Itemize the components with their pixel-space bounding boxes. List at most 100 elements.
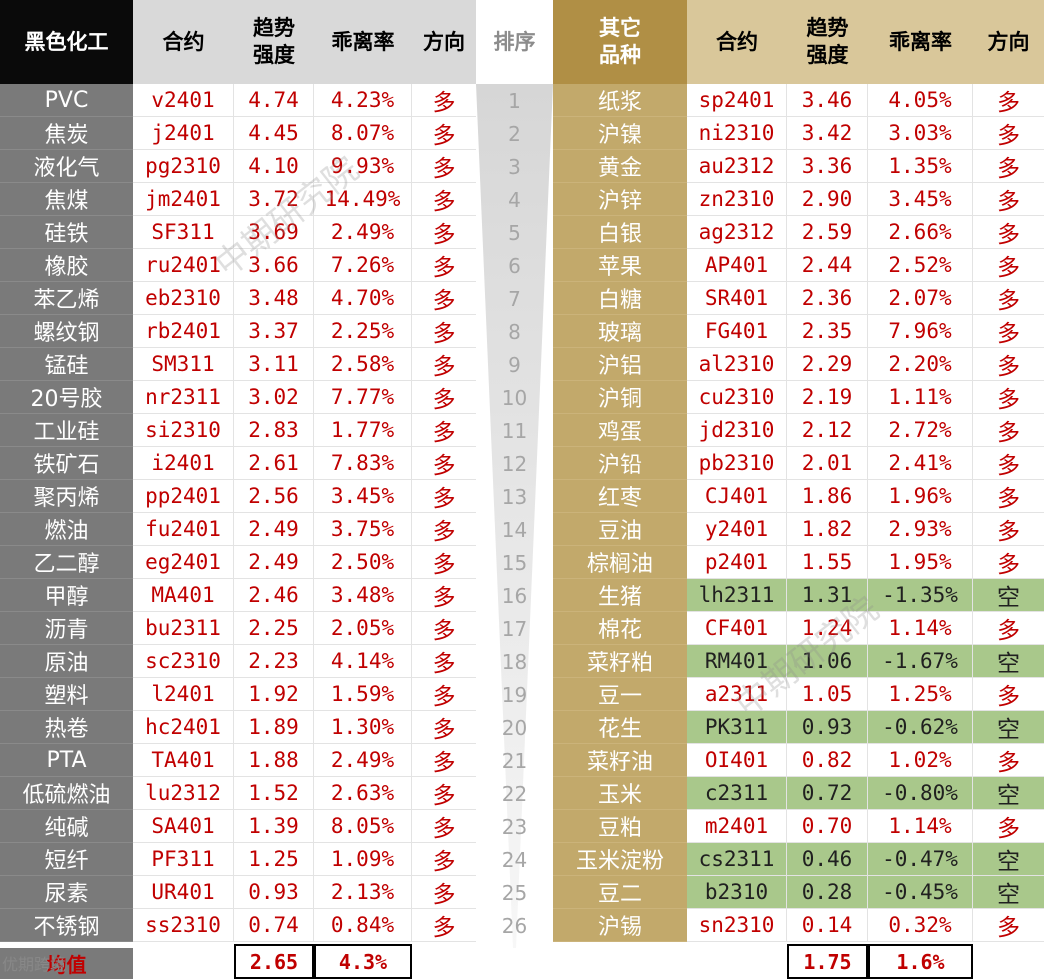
left-category-cell: 不锈钢 (0, 909, 133, 942)
table-row: 沥青 bu2311 2.25 2.05% 多 17 棉花 CF401 1.24 1.14% 多 (0, 612, 1044, 645)
left-direction-cell: 多 (412, 744, 476, 777)
left-contract-cell: pg2310 (133, 150, 234, 183)
right-direction-cell: 空 (973, 876, 1044, 909)
left-trend-cell: 3.11 (234, 348, 314, 381)
left-trend-cell: 4.10 (234, 150, 314, 183)
right-deviation-cell: 7.96% (868, 315, 973, 348)
right-deviation-cell: 2.93% (868, 513, 973, 546)
left-direction-cell: 多 (412, 546, 476, 579)
left-contract-cell: v2401 (133, 84, 234, 117)
left-deviation-cell: 1.59% (314, 678, 412, 711)
left-direction-cell: 多 (412, 612, 476, 645)
right-category-cell: 黄金 (553, 150, 687, 183)
right-direction-cell: 多 (973, 117, 1044, 150)
right-direction-cell: 多 (973, 447, 1044, 480)
rank-header: 排序 (476, 0, 553, 84)
rank-cell: 25 (501, 880, 528, 905)
left-trend-cell: 0.74 (234, 909, 314, 942)
rank-cell: 24 (501, 847, 528, 872)
right-trend-cell: 0.82 (787, 744, 868, 777)
right-category-header: 其它 品种 (553, 0, 687, 84)
left-contract-cell: sc2310 (133, 645, 234, 678)
rank-cell: 8 (508, 319, 521, 344)
left-trend-cell: 2.25 (234, 612, 314, 645)
table-row: 工业硅 si2310 2.83 1.77% 多 11 鸡蛋 jd2310 2.12 2.72% 多 (0, 414, 1044, 447)
table-row: 低硫燃油 lu2312 1.52 2.63% 多 22 玉米 c2311 0.72 -0.80% 空 (0, 777, 1044, 810)
left-direction-cell: 多 (412, 183, 476, 216)
left-category-cell: 铁矿石 (0, 447, 133, 480)
right-contract-cell: FG401 (687, 315, 787, 348)
left-deviation-cell: 1.77% (314, 414, 412, 447)
left-deviation-cell: 4.14% (314, 645, 412, 678)
right-trend-cell: 3.36 (787, 150, 868, 183)
left-category-cell: 燃油 (0, 513, 133, 546)
left-category-cell: 焦炭 (0, 117, 133, 150)
left-direction-cell: 多 (412, 282, 476, 315)
left-category-cell: PVC (0, 84, 133, 117)
left-category-cell: 聚丙烯 (0, 480, 133, 513)
rank-cell: 18 (501, 649, 528, 674)
left-category-cell: 苯乙烯 (0, 282, 133, 315)
left-contract-cell: pp2401 (133, 480, 234, 513)
right-trend-cell: 0.93 (787, 711, 868, 744)
left-direction-cell: 多 (412, 249, 476, 282)
right-category-cell: 白银 (553, 216, 687, 249)
right-deviation-cell: -0.47% (868, 843, 973, 876)
left-contract-cell: SF311 (133, 216, 234, 249)
wechat-source-mark: 优期跨境 (2, 955, 67, 974)
left-category-cell: 甲醇 (0, 579, 133, 612)
table-row: 苯乙烯 eb2310 3.48 4.70% 多 7 白糖 SR401 2.36 2.07% 多 (0, 282, 1044, 315)
right-category-cell: 棉花 (553, 612, 687, 645)
right-category-cell: 白糖 (553, 282, 687, 315)
right-trend-cell: 2.12 (787, 414, 868, 447)
right-trend-cell: 1.31 (787, 579, 868, 612)
table-row: PTA TA401 1.88 2.49% 多 21 菜籽油 OI401 0.82 1.02% 多 (0, 744, 1044, 777)
left-category-header: 黑色化工 (0, 0, 133, 84)
right-deviation-cell: -0.62% (868, 711, 973, 744)
left-direction-cell: 多 (412, 513, 476, 546)
right-trend-cell: 1.82 (787, 513, 868, 546)
right-deviation-cell: 2.41% (868, 447, 973, 480)
left-contract-cell: j2401 (133, 117, 234, 150)
left-direction-cell: 多 (412, 711, 476, 744)
right-direction-cell: 空 (973, 645, 1044, 678)
right-trend-cell: 1.24 (787, 612, 868, 645)
right-direction-cell: 多 (973, 810, 1044, 843)
rank-cell: 19 (501, 682, 528, 707)
left-trend-cell: 3.69 (234, 216, 314, 249)
right-category-cell: 菜籽油 (553, 744, 687, 777)
left-direction-header: 方向 (412, 0, 476, 84)
left-contract-cell: jm2401 (133, 183, 234, 216)
right-deviation-cell: 2.52% (868, 249, 973, 282)
right-direction-header: 方向 (973, 0, 1044, 84)
left-deviation-cell: 2.13% (314, 876, 412, 909)
left-direction-cell: 多 (412, 876, 476, 909)
right-deviation-cell: 1.14% (868, 612, 973, 645)
left-trend-cell: 2.46 (234, 579, 314, 612)
left-direction-cell: 多 (412, 348, 476, 381)
right-trend-cell: 3.46 (787, 84, 868, 117)
left-trend-cell: 1.39 (234, 810, 314, 843)
right-direction-cell: 多 (973, 216, 1044, 249)
right-deviation-cell: 4.05% (868, 84, 973, 117)
left-deviation-average: 4.3% (314, 944, 412, 979)
table-row: 乙二醇 eg2401 2.49 2.50% 多 15 棕榈油 p2401 1.55 1.95% 多 (0, 546, 1044, 579)
left-contract-cell: ru2401 (133, 249, 234, 282)
right-contract-cell: a2311 (687, 678, 787, 711)
left-contract-cell: lu2312 (133, 777, 234, 810)
right-deviation-cell: -1.67% (868, 645, 973, 678)
table-row: 硅铁 SF311 3.69 2.49% 多 5 白银 ag2312 2.59 2.66% 多 (0, 216, 1044, 249)
left-contract-cell: si2310 (133, 414, 234, 447)
left-deviation-cell: 3.75% (314, 513, 412, 546)
right-deviation-cell: 1.11% (868, 381, 973, 414)
table-row: 原油 sc2310 2.23 4.14% 多 18 菜籽粕 RM401 1.06 -1.67% 空 (0, 645, 1044, 678)
right-direction-cell: 多 (973, 150, 1044, 183)
right-contract-cell: sn2310 (687, 909, 787, 942)
right-contract-cell: RM401 (687, 645, 787, 678)
rank-cell: 6 (508, 253, 521, 278)
left-contract-cell: eg2401 (133, 546, 234, 579)
table-row: PVC v2401 4.74 4.23% 多 1 纸浆 sp2401 3.46 4.05% 多 (0, 84, 1044, 117)
right-deviation-cell: 2.66% (868, 216, 973, 249)
table-row: 铁矿石 i2401 2.61 7.83% 多 12 沪铅 pb2310 2.01 2.41% 多 (0, 447, 1044, 480)
table-row: 液化气 pg2310 4.10 9.93% 多 3 黄金 au2312 3.36 1.35% 多 (0, 150, 1044, 183)
